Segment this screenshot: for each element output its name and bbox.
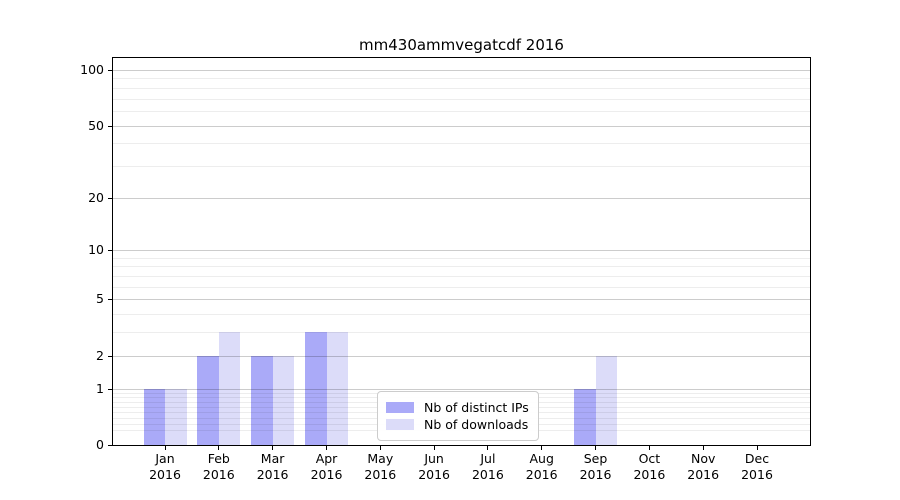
legend-item-downloads: Nb of downloads <box>386 417 529 432</box>
x-tick-mark <box>433 446 435 450</box>
gridline-minor <box>113 276 810 277</box>
y-tick-label: 20 <box>88 189 104 205</box>
gridline-major <box>113 250 810 252</box>
y-tick-mark <box>108 125 112 127</box>
bar-downloads-mar <box>272 355 295 445</box>
y-tick-label: 0 <box>96 437 104 452</box>
bar-distinct-ips-mar <box>251 355 273 445</box>
gridline-minor <box>113 143 810 145</box>
x-tick-mark <box>756 446 758 450</box>
x-tick-label-jun: Jun 2016 <box>418 451 450 482</box>
legend-label-downloads: Nb of downloads <box>424 417 529 432</box>
x-tick-label-oct: Oct 2016 <box>633 451 666 482</box>
x-tick-label-mar: Mar 2016 <box>256 451 289 482</box>
gridline-major <box>113 355 810 357</box>
x-tick-mark <box>487 446 489 450</box>
x-tick-mark <box>702 446 704 450</box>
bar-distinct-ips-apr <box>305 332 327 445</box>
gridline-minor <box>113 78 810 80</box>
gridline-major <box>113 197 810 199</box>
y-tick-label: 1 <box>96 380 104 396</box>
y-tick-mark <box>108 388 112 390</box>
bar-distinct-ips-sep <box>574 388 596 445</box>
x-tick-label-dec: Dec 2016 <box>741 451 773 482</box>
y-tick-mark <box>108 197 112 199</box>
y-tick-label: 10 <box>88 242 104 258</box>
gridline-minor <box>113 266 810 268</box>
y-tick-label: 100 <box>80 62 104 77</box>
x-tick-label-nov: Nov 2016 <box>687 451 720 482</box>
x-tick-mark <box>326 446 327 450</box>
x-tick-label-sep: Sep 2016 <box>579 451 612 482</box>
chart-title: mm430ammvegatcdf 2016 <box>359 36 564 54</box>
gridline-minor <box>113 314 810 316</box>
bar-downloads-apr <box>326 332 348 445</box>
gridline-minor <box>113 332 810 334</box>
x-tick-label-jan: Jan 2016 <box>149 451 181 482</box>
gridline-minor <box>113 165 810 167</box>
legend-swatch-distinct-ips <box>386 402 414 413</box>
x-tick-label-may: May 2016 <box>364 451 397 482</box>
legend: Nb of distinct IPs Nb of downloads <box>377 391 539 441</box>
legend-swatch-downloads <box>386 419 414 430</box>
legend-item-distinct-ips: Nb of distinct IPs <box>386 400 529 415</box>
y-tick-label: 2 <box>96 347 104 363</box>
x-tick-mark <box>595 446 596 450</box>
x-tick-mark <box>379 446 381 450</box>
x-tick-mark <box>218 446 220 450</box>
x-tick-mark <box>648 446 650 450</box>
gridline-major <box>113 70 810 71</box>
x-tick-label-apr: Apr 2016 <box>310 451 343 482</box>
bar-downloads-jan <box>165 388 187 445</box>
gridline-minor <box>113 286 810 288</box>
y-tick-mark <box>108 250 112 252</box>
y-tick-label: 50 <box>88 117 104 133</box>
bar-distinct-ips-feb <box>197 355 219 445</box>
gridline-minor <box>113 98 810 100</box>
y-tick-mark <box>108 70 112 71</box>
bar-downloads-sep <box>595 355 617 445</box>
gridline-major <box>113 388 810 390</box>
y-tick-mark <box>108 299 112 301</box>
plot-area <box>112 57 811 446</box>
x-tick-label-jul: Jul 2016 <box>471 451 504 482</box>
x-tick-mark <box>541 446 543 450</box>
bar-downloads-feb <box>218 332 241 445</box>
gridline-minor <box>113 87 810 89</box>
bar-distinct-ips-jan <box>143 388 165 445</box>
gridline-minor <box>113 110 810 112</box>
gridline-minor <box>113 257 810 259</box>
y-tick-label: 5 <box>96 291 104 307</box>
x-tick-mark <box>272 446 274 450</box>
x-tick-mark <box>164 446 166 450</box>
x-tick-label-aug: Aug 2016 <box>525 451 558 482</box>
x-tick-label-feb: Feb 2016 <box>202 451 235 482</box>
gridline-major <box>113 125 810 127</box>
y-tick-mark <box>108 445 112 446</box>
legend-label-distinct-ips: Nb of distinct IPs <box>424 400 529 415</box>
gridline-major <box>113 299 810 301</box>
y-tick-mark <box>108 355 112 357</box>
